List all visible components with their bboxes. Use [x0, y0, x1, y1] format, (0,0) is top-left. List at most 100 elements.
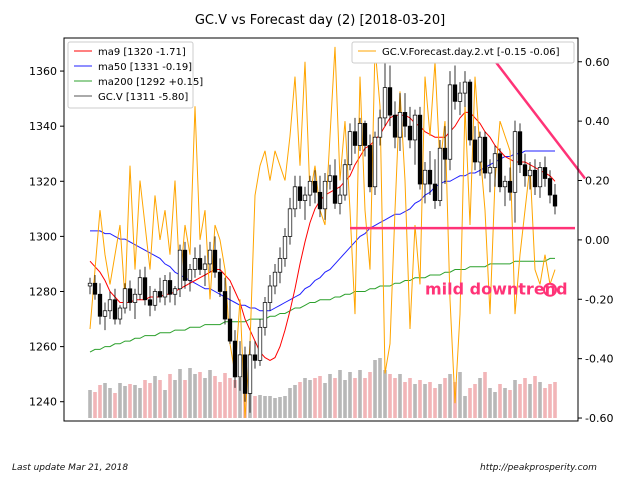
candle-body — [357, 123, 363, 146]
volume-bar — [408, 378, 412, 418]
volume-bar — [88, 390, 92, 418]
candle — [97, 283, 103, 325]
candle — [242, 346, 248, 402]
candle-body — [397, 112, 403, 138]
candle — [362, 120, 368, 157]
candle-body — [382, 87, 388, 119]
candle-body — [367, 145, 373, 188]
candle-body — [207, 249, 213, 265]
volume-bar — [203, 378, 207, 418]
candle-body — [232, 340, 238, 378]
candle — [412, 109, 418, 165]
legend-left-label: ma9 [1320 -1.71] — [98, 47, 186, 58]
candle — [227, 285, 233, 344]
candle — [257, 319, 263, 366]
candle — [417, 106, 423, 190]
candle — [517, 123, 523, 174]
candle — [547, 170, 553, 204]
candle-body — [127, 288, 133, 303]
volume-bar — [178, 369, 182, 418]
candle — [192, 247, 198, 278]
volume-bar — [398, 374, 402, 418]
candle — [317, 175, 323, 218]
candle-body — [292, 186, 298, 210]
candle-body — [492, 153, 498, 168]
volume-bar — [553, 382, 557, 418]
volume-bar — [293, 385, 297, 418]
volume-bar — [163, 390, 167, 418]
candle — [322, 173, 328, 220]
candle — [107, 291, 113, 320]
candle — [137, 269, 143, 300]
candle-body — [297, 186, 303, 201]
candle — [352, 117, 358, 154]
candle-body — [522, 164, 528, 177]
volume-bar — [283, 396, 287, 418]
candle-body — [407, 125, 413, 141]
volume-bar — [353, 378, 357, 418]
ma200-line — [89, 257, 555, 353]
candle — [497, 148, 503, 193]
candle — [542, 156, 548, 187]
footer-last-update: Last update Mar 21, 2018 — [12, 463, 129, 473]
candle-body — [267, 285, 273, 303]
candle — [512, 120, 518, 223]
candle — [162, 274, 168, 306]
volume-bar — [93, 392, 97, 418]
candle-body — [107, 299, 113, 312]
y-axis-right: 0.60 0.40 0.20 0.00 -0.20 -0.40 -0.60 — [578, 56, 613, 425]
candle — [237, 341, 243, 391]
candle — [262, 297, 268, 336]
candle-body — [537, 167, 543, 188]
candle-body — [132, 293, 138, 303]
candle — [487, 159, 493, 193]
volume-bar — [168, 374, 172, 418]
candle — [527, 161, 533, 190]
candle-body — [542, 167, 548, 179]
legend-left-label: ma50 [1331 -0.19] — [98, 62, 192, 73]
candle — [347, 123, 353, 171]
candle-body — [477, 136, 483, 163]
candle-body — [257, 326, 263, 361]
candle — [152, 288, 158, 311]
volume-bar — [473, 384, 477, 418]
candle-body — [467, 81, 473, 141]
volume-bar — [443, 378, 447, 418]
ma50-line — [90, 150, 555, 312]
candle-body — [272, 271, 278, 287]
volume-bar — [258, 395, 262, 418]
legend-left-label: GC.V [1311 -5.80] — [98, 92, 188, 103]
volume-bar — [113, 393, 117, 418]
candle-body — [97, 293, 103, 317]
y2-tick-label: 0.40 — [585, 115, 610, 128]
candle-body — [387, 87, 393, 116]
candle — [552, 184, 558, 215]
candle-body — [342, 164, 348, 196]
candle — [207, 241, 213, 273]
candle-body — [487, 167, 493, 174]
y2-tick-label: 0.00 — [585, 234, 610, 247]
candle-body — [182, 249, 188, 281]
candle-body — [432, 183, 438, 201]
legend-left-label: ma200 [1292 +0.15] — [98, 77, 203, 88]
volume-bar — [338, 370, 342, 418]
volume-bar — [278, 397, 282, 418]
candle — [472, 126, 478, 171]
candle-body — [422, 169, 428, 185]
candle — [142, 266, 148, 306]
annotation-circle — [543, 282, 557, 297]
legend-right-box — [351, 41, 575, 64]
candle — [112, 288, 118, 325]
candle — [367, 134, 373, 193]
annotations: mild downtrend — [350, 53, 586, 299]
candle — [307, 175, 313, 207]
candle-body — [92, 282, 98, 295]
volume-bar — [343, 380, 347, 418]
candle-body — [462, 81, 468, 94]
volume-bar — [288, 388, 292, 418]
candle — [277, 247, 283, 284]
candle — [507, 167, 513, 201]
candle — [357, 117, 363, 151]
volume-bar — [533, 376, 537, 418]
volume-bar — [263, 396, 267, 418]
